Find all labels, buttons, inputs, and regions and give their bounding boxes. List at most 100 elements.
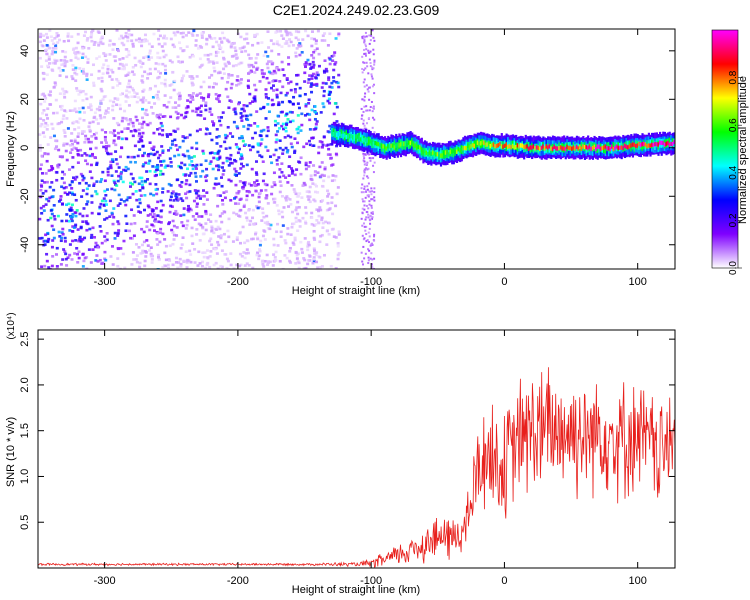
spectrogram-cell	[326, 153, 330, 156]
spectrogram-cell	[68, 253, 72, 257]
spectrogram-cell	[78, 235, 82, 239]
spectrogram-cell	[125, 222, 129, 226]
spectrogram-cell	[367, 139, 371, 145]
spectrogram-cell	[188, 190, 192, 193]
spectrogram-cell	[255, 205, 259, 208]
spectrogram-cell	[93, 111, 97, 115]
spectrogram-cell	[179, 214, 183, 217]
spectrogram-cell	[280, 60, 284, 64]
spectrogram-cell	[210, 37, 214, 40]
spectrogram-cell	[176, 112, 180, 115]
spectrogram-cell	[138, 137, 142, 141]
spectrogram-cell	[307, 98, 311, 102]
spectrogram-cell	[150, 223, 154, 227]
spectrogram-cell	[42, 109, 46, 112]
spectrogram-cell	[256, 237, 260, 241]
spectrogram-cell	[273, 201, 277, 204]
spectrogram-cell	[393, 140, 396, 150]
spectrogram-cell	[135, 100, 139, 104]
spectrogram-cell	[188, 75, 192, 78]
spectrogram-cell	[314, 127, 318, 131]
spectrogram-cell	[370, 193, 373, 196]
spectrogram-cell	[99, 180, 103, 184]
spectrogram-cell	[234, 63, 238, 67]
spectrogram-cell	[367, 195, 370, 198]
spectrogram-cell	[184, 182, 188, 186]
spectrogram-cell	[274, 123, 278, 127]
spectrogram-cell	[232, 267, 236, 269]
spectrogram-cell	[53, 81, 57, 84]
spectrogram-cell	[46, 143, 50, 146]
spectrogram-cell	[137, 210, 141, 213]
spectrogram-cell	[322, 89, 326, 93]
spectrogram-cell	[52, 86, 56, 89]
spectrogram-cell	[187, 209, 191, 213]
spectrogram-cell	[295, 128, 299, 131]
spectrogram-cell	[112, 139, 116, 143]
spectrogram-cell	[265, 222, 269, 226]
spectrogram-cell	[67, 39, 71, 43]
spectrogram-cell	[362, 154, 365, 157]
spectrogram-cell	[141, 145, 145, 148]
spectrogram-cell	[199, 223, 203, 227]
spectrogram-cell	[118, 62, 122, 66]
spectrogram-cell	[134, 258, 138, 261]
spectrogram-cell	[300, 50, 304, 54]
spectrogram-cell	[200, 260, 204, 264]
spectrogram-cell	[110, 174, 114, 177]
spectrogram-cell	[257, 254, 261, 258]
spectrogram-cell	[275, 40, 279, 43]
spectrogram-cell	[174, 110, 178, 114]
spectrogram-cell	[195, 34, 199, 37]
spectrogram-cell	[181, 199, 185, 203]
spectrogram-cell	[320, 184, 324, 188]
spectrogram-cell	[190, 75, 194, 78]
spectrogram-cell	[197, 250, 201, 254]
spectrogram-cell	[168, 259, 172, 262]
spectrogram-cell	[312, 256, 316, 259]
colorbar-frame	[711, 29, 739, 269]
spectrogram-cell	[173, 33, 177, 37]
spectrogram-cell	[61, 117, 65, 121]
spectrogram-cell	[125, 118, 129, 122]
spectrogram-cell	[175, 178, 179, 182]
spectrogram-cell	[65, 193, 69, 196]
spectrogram-cell	[318, 240, 322, 244]
spectrogram-cell	[58, 92, 62, 95]
spectrogram-cell	[43, 181, 47, 184]
spectrogram-cell	[668, 137, 671, 147]
spectrogram-cell	[96, 246, 100, 249]
spectrogram-cell	[324, 220, 328, 224]
spectrogram-cell	[165, 135, 169, 138]
spectrogram-cell	[213, 82, 217, 85]
spectrogram-cell	[317, 151, 321, 155]
spectrogram-cell	[298, 192, 302, 195]
spectrogram-cell	[225, 134, 229, 138]
spectrogram-cell	[90, 73, 94, 77]
spectrogram-cell	[86, 106, 90, 109]
spectrogram-cell	[284, 93, 288, 97]
spectrogram-cell	[127, 82, 131, 86]
spectrogram-cell	[113, 231, 117, 235]
spectrogram-cell	[52, 134, 56, 138]
spectrogram-cell	[78, 67, 82, 70]
spectrogram-cell	[365, 84, 368, 87]
spectrogram-cell	[161, 191, 165, 194]
spectrogram-cell	[81, 174, 85, 178]
spectrogram-cell	[136, 205, 140, 209]
spectrogram-cell	[102, 63, 106, 67]
spectrogram-cell	[312, 128, 316, 131]
spectrogram-cell	[76, 153, 80, 157]
spectrogram-cell	[227, 73, 231, 76]
spectrogram-cell	[81, 189, 85, 192]
spectrogram-cell	[331, 163, 335, 166]
spectrogram-cell	[123, 127, 127, 131]
spectrogram-cell	[284, 176, 288, 179]
spectrogram-cell	[240, 114, 244, 118]
spectrogram-cell	[209, 160, 213, 163]
spectrogram-cell	[121, 57, 125, 60]
spectrogram-cell	[280, 45, 284, 48]
spectrogram-cell	[141, 100, 145, 104]
spectrogram-cell	[218, 194, 222, 197]
spectrogram-cell	[81, 214, 85, 218]
